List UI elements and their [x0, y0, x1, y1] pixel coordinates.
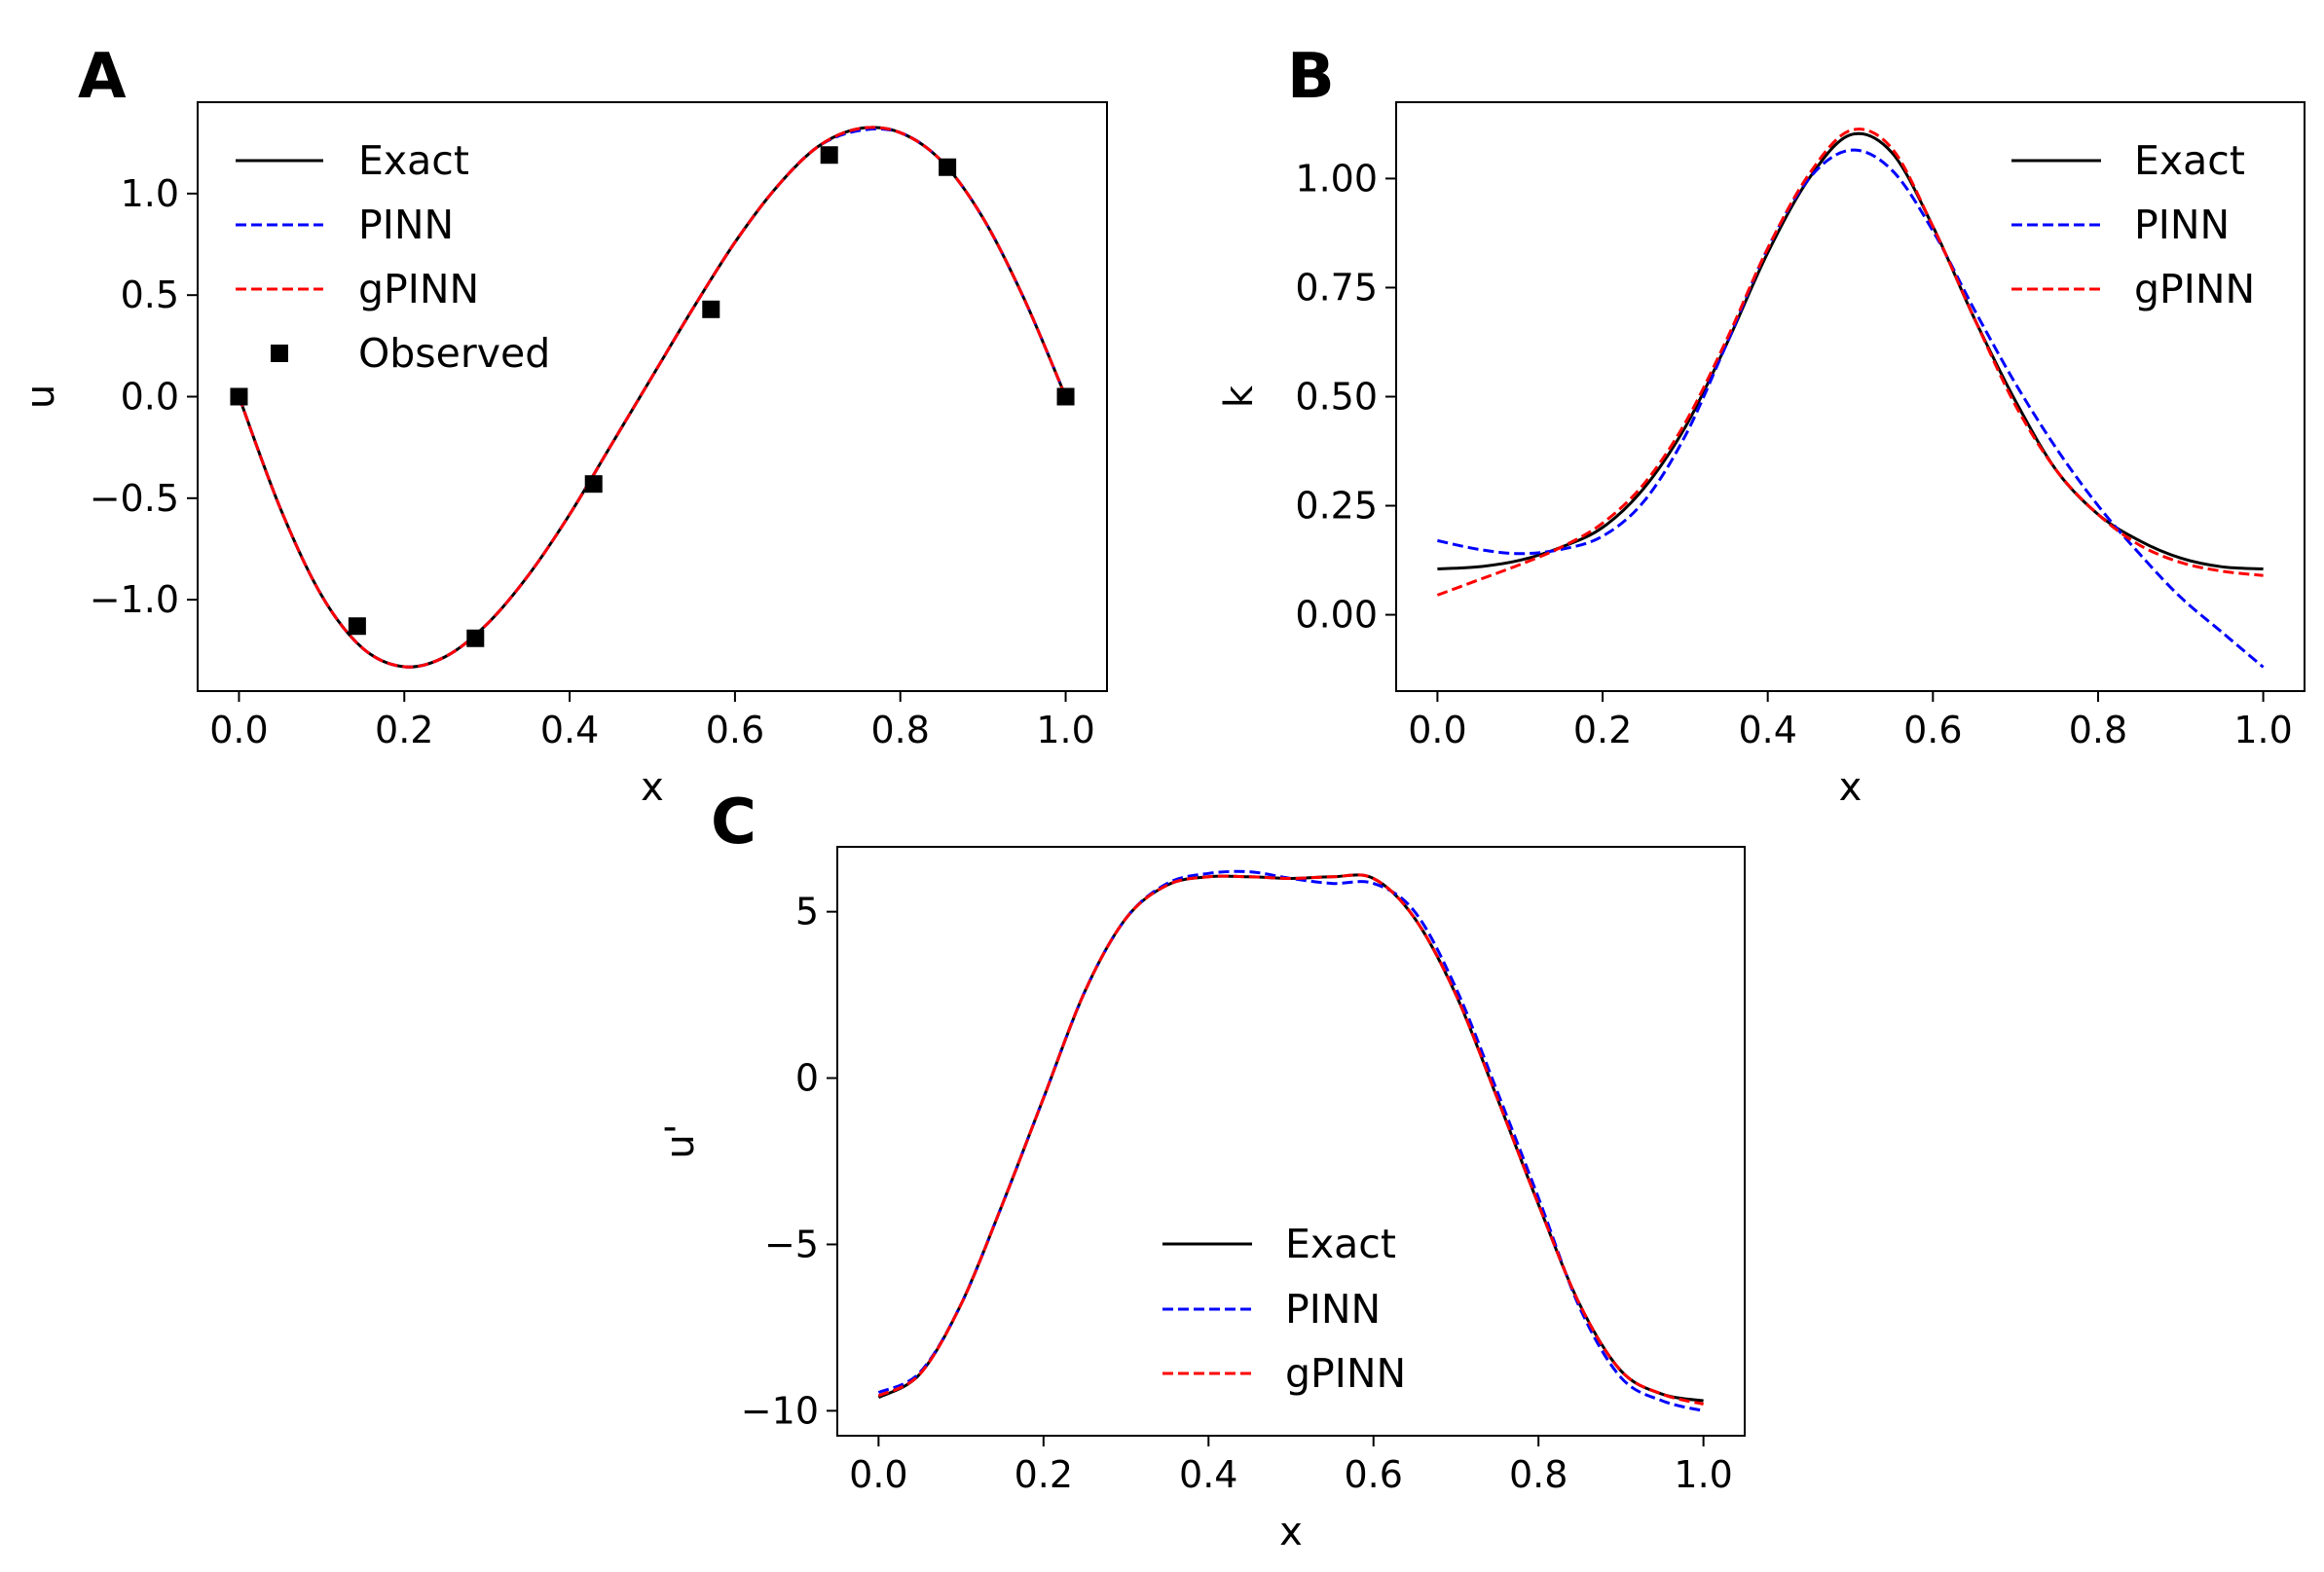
- legend-label: gPINN: [1285, 1350, 1406, 1397]
- legend-marker-observed: [271, 345, 288, 362]
- observed-point: [820, 146, 838, 165]
- panel-letter: C: [711, 786, 756, 859]
- x-tick-label: 0.6: [1903, 709, 1962, 751]
- y-tick-label: 1.00: [1295, 157, 1378, 200]
- panel-c: C 0.0 0.2 0.4 0.6 0.8 1.0 −10 −5 0 5 x u' Exact PINN gP…: [658, 786, 1746, 1554]
- y-tick-label: 0.75: [1295, 266, 1378, 309]
- y-tick-label: 0.00: [1295, 594, 1378, 637]
- panel-a: A 0.0 0.2 0.4 0.6 0.8 1.0 −1.0 −0.5 0.0 0.5 1.0 x u Ex…: [18, 41, 1108, 810]
- x-tick-label: 0.8: [2069, 709, 2127, 751]
- observed-point: [230, 387, 248, 406]
- x-tick-label: 0.6: [1345, 1453, 1403, 1496]
- y-tick-label: 0.0: [121, 376, 179, 419]
- x-axis-label: x: [641, 765, 664, 810]
- legend-label: PINN: [2134, 201, 2230, 248]
- observed-point: [1056, 387, 1075, 406]
- y-tick-label: −5: [764, 1223, 819, 1265]
- x-tick-label: 1.0: [1674, 1453, 1732, 1496]
- legend-label: Exact: [2134, 137, 2245, 184]
- x-tick-label: 0.0: [209, 709, 268, 751]
- legend: Exact PINN gPINN: [2011, 137, 2255, 312]
- observed-point: [466, 629, 485, 647]
- y-tick-label: −10: [741, 1389, 819, 1432]
- observed-point: [584, 475, 603, 494]
- plot-frame: [197, 101, 1108, 692]
- x-axis-label: x: [1279, 1510, 1303, 1554]
- series-line-gpinn: [877, 873, 1704, 1406]
- legend-label: gPINN: [2134, 266, 2255, 312]
- data-layer: [877, 869, 1704, 1412]
- panel-b: B 0.0 0.2 0.4 0.6 0.8 1.0 0.00 0.25 0.50 0.75 1.00 x…: [1217, 41, 2306, 810]
- y-tick-label: −0.5: [90, 477, 179, 520]
- legend: Exact PINN gPINN: [1162, 1221, 1406, 1397]
- observed-point: [939, 158, 957, 176]
- panel-letter: B: [1287, 41, 1335, 113]
- x-tick-label: 1.0: [2233, 709, 2292, 751]
- panel-letter: A: [78, 41, 127, 113]
- y-tick-label: 0.25: [1295, 485, 1378, 528]
- x-tick-label: 0.2: [1014, 1453, 1073, 1496]
- legend-label: Exact: [1285, 1221, 1396, 1267]
- x-tick-label: 0.0: [849, 1453, 907, 1496]
- y-tick-label: −1.0: [90, 578, 179, 621]
- plot-frame: [836, 846, 1746, 1437]
- x-tick-label: 0.0: [1408, 709, 1466, 751]
- series-line-pinn: [1437, 148, 2265, 669]
- observed-point: [702, 300, 720, 318]
- legend-label: PINN: [1285, 1286, 1381, 1333]
- x-axis-label: x: [1839, 765, 1863, 810]
- x-tick-label: 0.8: [1509, 1453, 1568, 1496]
- x-tick-label: 0.2: [1573, 709, 1632, 751]
- x-tick-label: 0.4: [540, 709, 599, 751]
- x-tick-label: 0.6: [706, 709, 764, 751]
- legend-label: PINN: [358, 201, 454, 248]
- x-tick-label: 1.0: [1036, 709, 1094, 751]
- y-tick-label: 5: [795, 891, 819, 933]
- legend-label: gPINN: [358, 266, 479, 312]
- plot-frame: [1395, 101, 2306, 692]
- x-tick-label: 0.4: [1179, 1453, 1237, 1496]
- series-line-gpinn: [1436, 128, 2264, 597]
- legend-label: Observed: [358, 330, 550, 377]
- series-line-exact: [1437, 131, 2264, 570]
- x-tick-label: 0.2: [375, 709, 433, 751]
- legend-label: Exact: [358, 137, 469, 184]
- observed-point: [348, 617, 366, 636]
- y-tick-label: 1.0: [121, 172, 179, 215]
- x-tick-label: 0.8: [871, 709, 930, 751]
- y-axis-label: u: [18, 384, 63, 409]
- x-tick-label: 0.4: [1738, 709, 1796, 751]
- legend: Exact PINN gPINN Observed: [236, 137, 550, 377]
- y-axis-label: u': [658, 1123, 703, 1158]
- data-layer: [1436, 128, 2265, 669]
- y-tick-label: 0: [795, 1057, 819, 1100]
- y-axis-label: k: [1217, 384, 1262, 408]
- y-tick-label: 0.50: [1295, 376, 1378, 419]
- y-tick-label: 0.5: [121, 274, 179, 316]
